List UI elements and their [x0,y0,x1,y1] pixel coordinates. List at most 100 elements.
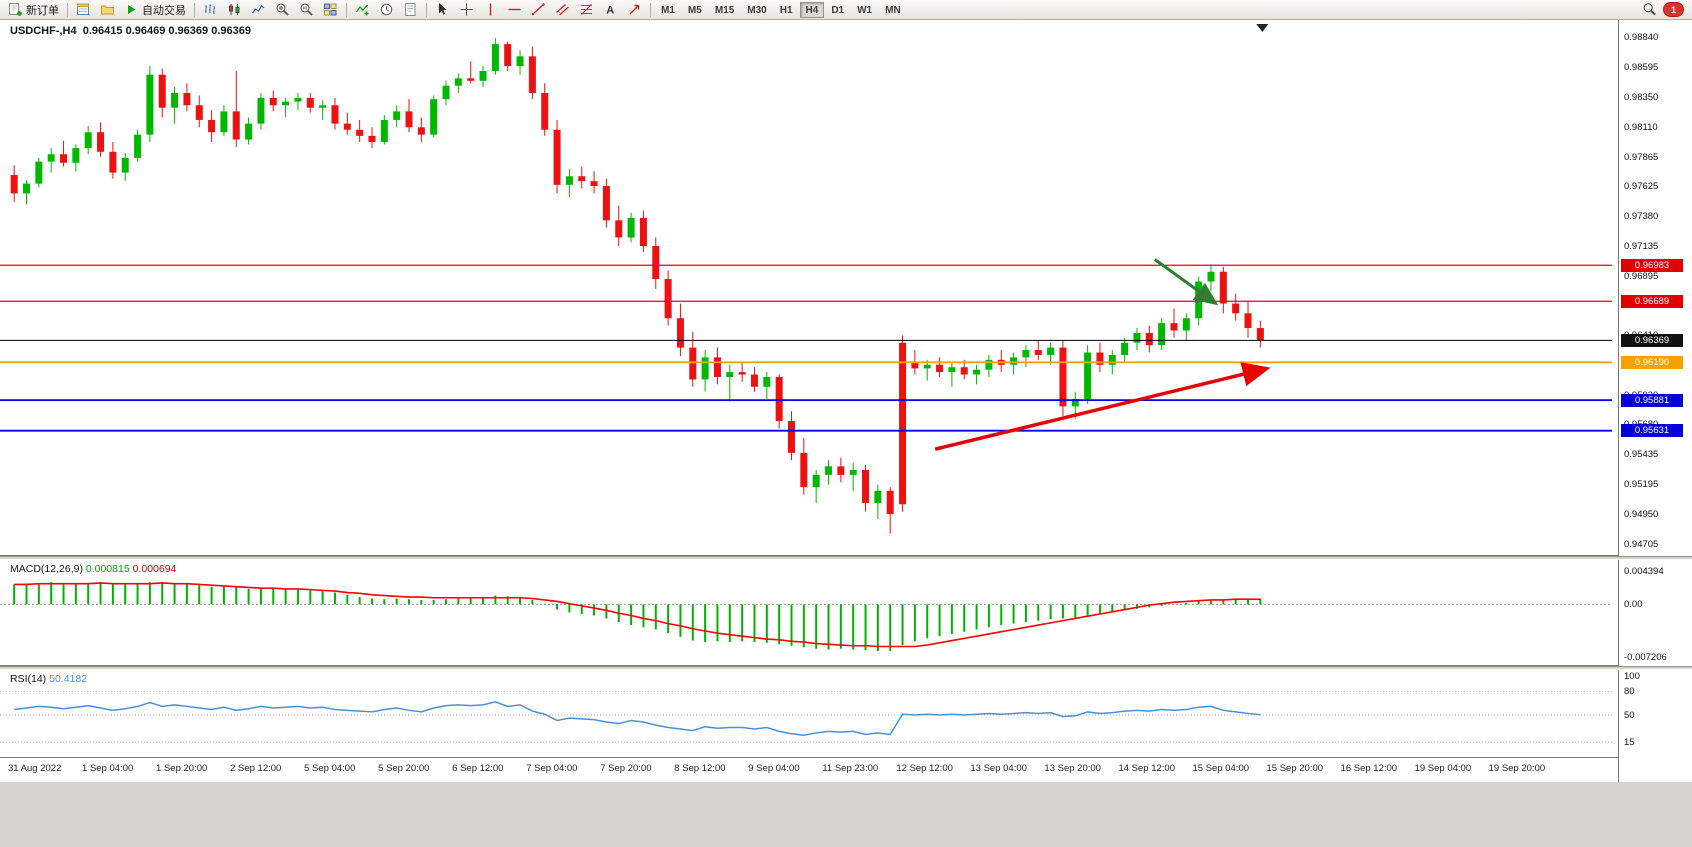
time-axis-label[interactable]: 16 Sep 12:00 [1340,763,1398,774]
time-axis-label[interactable]: 5 Sep 04:00 [304,763,356,774]
arrows-button[interactable] [623,1,646,19]
timeframe-m30-button[interactable]: M30 [741,2,772,18]
time-axis-label[interactable]: 12 Sep 12:00 [896,763,953,774]
panel-splitter[interactable] [0,556,1692,560]
crosshair-button[interactable] [455,1,478,19]
market-watch-button[interactable] [72,1,95,19]
price-tag: 0.96983 [1621,258,1683,272]
macd-panel[interactable]: MACD(12,26,9) 0.000815 0.000694 [0,560,1618,666]
main-chart-canvas[interactable] [0,20,1618,556]
price-tag: 0.95881 [1621,393,1683,407]
chart-shift-marker[interactable] [1256,24,1269,32]
rsi-axis-label: 80 [1624,686,1635,698]
rsi-name-label: RSI(14) [10,673,47,685]
macd-canvas[interactable] [0,560,1618,666]
price-axis-label: 0.95435 [1624,449,1659,461]
macd-axis-label: -0.007206 [1624,652,1667,664]
timeframe-m5-button[interactable]: M5 [682,2,708,18]
svg-text:A: A [606,5,614,17]
notification-badge[interactable]: 1 [1663,2,1684,17]
chart-bars-button[interactable] [199,1,222,19]
zoom-out-icon [299,2,314,17]
price-axis-label: 0.95195 [1624,478,1659,490]
time-axis-label[interactable]: 6 Sep 12:00 [452,763,504,774]
rsi-value-label: 50.4182 [49,673,88,685]
time-axis-label[interactable]: 7 Sep 20:00 [600,763,652,774]
timeframe-w1-button[interactable]: W1 [851,2,878,18]
time-axis-label[interactable]: 5 Sep 20:00 [378,763,430,774]
symbol-period-label: USDCHF-,H4 [10,25,77,37]
time-axis-label[interactable]: 1 Sep 20:00 [156,763,208,774]
navigator-button[interactable] [96,1,119,19]
new-order-button[interactable]: 新订单 [4,1,63,19]
time-axis-label[interactable]: 13 Sep 20:00 [1044,763,1101,774]
auto-trading-play-icon [124,2,139,17]
chart-candles-button[interactable] [223,1,246,19]
tile-windows-button[interactable] [319,1,342,19]
timeframe-mn-button[interactable]: MN [879,2,907,18]
search-icon[interactable] [1642,2,1657,17]
fibonacci-button[interactable] [575,1,598,19]
rsi-panel[interactable]: RSI(14) 50.4182 [0,670,1618,758]
rsi-canvas[interactable] [0,670,1618,758]
periods-button[interactable] [375,1,398,19]
time-axis-label[interactable]: 8 Sep 12:00 [674,763,726,774]
auto-trading-button[interactable]: 自动交易 [120,1,190,19]
price-axis-label: 0.97380 [1624,211,1659,223]
trendline-button[interactable] [527,1,550,19]
time-axis-label[interactable]: 31 Aug 2022 [8,763,62,774]
separator [67,2,68,17]
zoom-in-button[interactable] [271,1,294,19]
time-axis-label[interactable]: 2 Sep 12:00 [230,763,282,774]
macd-signal-value: 0.000694 [132,563,177,575]
cursor-button[interactable] [431,1,454,19]
auto-trading-label: 自动交易 [142,4,186,17]
navigator-icon [100,2,115,17]
price-axis[interactable]: 0.98840 0.98595 0.98350 0.98110 0.97865 0.976… [1618,20,1692,782]
time-axis-label[interactable]: 19 Sep 04:00 [1414,763,1472,774]
time-axis-label[interactable]: 13 Sep 04:00 [970,763,1027,774]
horizontal-line-button[interactable] [503,1,526,19]
chart-line-button[interactable] [247,1,270,19]
zoom-out-button[interactable] [295,1,318,19]
time-axis-label[interactable]: 9 Sep 04:00 [748,763,800,774]
time-axis[interactable]: 31 Aug 2022 1 Sep 04:00 1 Sep 20:00 2 Sep 1… [0,758,1618,782]
time-axis-label[interactable]: 7 Sep 04:00 [526,763,578,774]
price-tag: 0.96190 [1621,355,1683,369]
time-axis-label[interactable]: 15 Sep 20:00 [1266,763,1324,774]
text-button[interactable]: A [599,1,622,19]
timeframe-h4-button[interactable]: H4 [799,1,825,18]
crosshair-icon [459,2,474,17]
timeframe-m15-button[interactable]: M15 [709,2,740,18]
channel-button[interactable] [551,1,574,19]
price-axis-label: 0.97135 [1624,241,1659,253]
up-trend-arrow-annotation[interactable] [934,362,1271,451]
templates-button[interactable] [399,1,422,19]
periods-clock-icon [379,2,394,17]
new-order-label: 新订单 [26,4,59,17]
time-axis-label[interactable]: 1 Sep 04:00 [82,763,134,774]
timeframe-d1-button[interactable]: D1 [825,2,850,18]
down-arrow-annotation[interactable] [1153,258,1219,306]
ohlc-values-label: 0.96415 0.96469 0.96369 0.96369 [82,25,251,37]
arrows-icon [627,2,642,17]
price-tag: 0.96689 [1621,294,1683,308]
price-axis-label: 0.94705 [1624,538,1659,550]
time-axis-label[interactable]: 14 Sep 12:00 [1118,763,1175,774]
timeframe-m1-button[interactable]: M1 [655,2,681,18]
macd-name-label: MACD(12,26,9) [10,563,83,575]
horizontal-line-icon [507,2,522,17]
timeframe-h1-button[interactable]: H1 [774,2,799,18]
macd-label-overlay: MACD(12,26,9) 0.000815 0.000694 [10,563,176,575]
indicators-icon [355,2,370,17]
panel-splitter[interactable] [0,666,1692,670]
time-axis-label[interactable]: 11 Sep 23:00 [822,763,879,774]
vertical-line-button[interactable] [479,1,502,19]
chart-candles-ic on [227,2,242,17]
time-axis-label[interactable]: 15 Sep 04:00 [1192,763,1250,774]
annotations-layer[interactable] [934,258,1271,451]
indicators-button[interactable] [351,1,374,19]
main-chart-panel[interactable]: USDCHF-,H4 0.96415 0.96469 0.96369 0.963… [0,20,1618,556]
time-axis-label[interactable]: 19 Sep 20:00 [1488,763,1546,774]
hlines-layer[interactable] [0,264,1612,432]
